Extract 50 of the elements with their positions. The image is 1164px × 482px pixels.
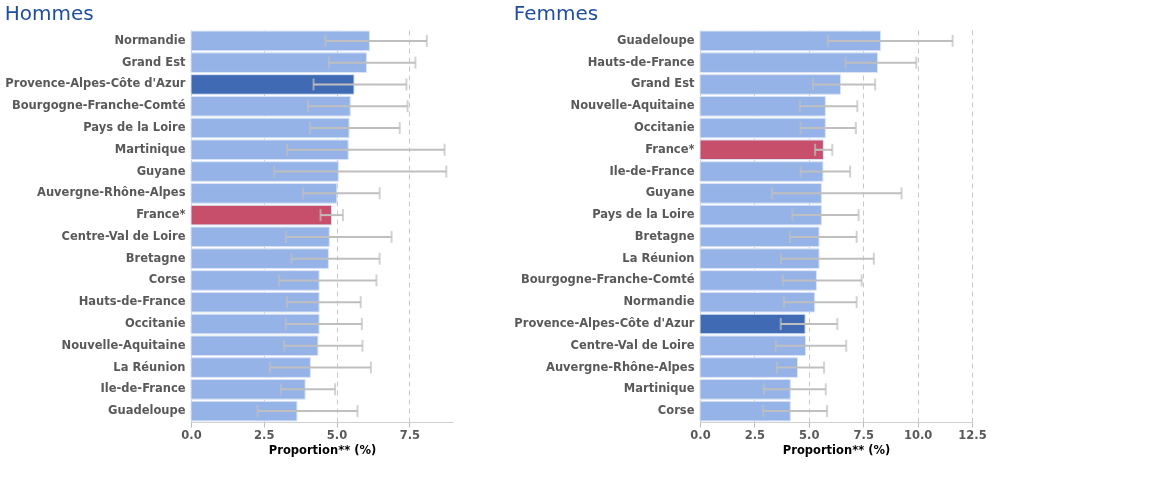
y-tick-label: Martinique xyxy=(623,381,695,396)
y-tick-label: Occitanie xyxy=(124,316,186,330)
y-tick-label: Ile-de-France xyxy=(100,381,186,396)
y-tick-label: Ile-de-France xyxy=(609,163,695,178)
y-tick-label: Centre-Val de Loire xyxy=(61,228,186,243)
x-tick-label: 0.0 xyxy=(181,427,202,442)
y-tick-label: Nouvelle-Aquitaine xyxy=(570,98,695,113)
y-tick-label: Guyane xyxy=(136,163,186,178)
y-tick-label: La Réunion xyxy=(113,359,186,374)
y-tick-label: Occitanie xyxy=(633,120,695,134)
y-tick-label: Bourgogne-Franche-Comté xyxy=(11,98,186,113)
y-tick-label: Guadeloupe xyxy=(617,32,695,47)
y-tick-label: Provence-Alpes-Côte d'Azur xyxy=(514,316,695,330)
x-tick-label: 7.5 xyxy=(853,427,874,442)
x-tick-label: 12.5 xyxy=(958,427,987,442)
y-tick-label: Normandie xyxy=(623,294,695,309)
x-tick-label: 10.0 xyxy=(903,427,933,442)
y-tick-label: Auvergne-Rhône-Alpes xyxy=(546,359,695,374)
y-tick-label: Grand Est xyxy=(122,54,186,69)
y-tick-label: La Réunion xyxy=(622,250,695,265)
y-tick-label: France* xyxy=(136,207,186,222)
y-tick-label: Grand Est xyxy=(631,76,695,91)
x-tick-label: 5.0 xyxy=(326,427,348,442)
y-tick-label: Bourgogne-Franche-Comté xyxy=(520,272,695,287)
y-tick-label: Corse xyxy=(657,403,695,418)
x-axis-title: Proportion** (%) xyxy=(782,443,891,457)
chart-title: Femmes xyxy=(513,1,599,25)
y-tick-label: Guadeloupe xyxy=(108,403,186,418)
y-tick-label: Martinique xyxy=(114,141,186,156)
y-tick-label: Centre-Val de Loire xyxy=(570,337,695,352)
chart-title: Hommes xyxy=(4,1,94,25)
y-tick-label: France* xyxy=(645,141,695,156)
y-tick-label: Guyane xyxy=(645,185,695,200)
x-tick-label: 2.5 xyxy=(254,427,275,442)
y-tick-label: Bretagne xyxy=(634,228,695,243)
y-tick-label: Normandie xyxy=(114,32,186,47)
y-tick-label: Hauts-de-France xyxy=(587,54,695,69)
y-tick-label: Provence-Alpes-Côte d'Azur xyxy=(5,76,186,91)
x-tick-label: 2.5 xyxy=(744,427,766,442)
x-tick-label: 7.5 xyxy=(399,427,421,442)
y-tick-label: Pays de la Loire xyxy=(592,207,695,222)
y-tick-label: Corse xyxy=(148,272,186,287)
y-tick-label: Auvergne-Rhône-Alpes xyxy=(37,185,186,200)
x-tick-label: 0.0 xyxy=(690,427,711,442)
x-axis-title: Proportion** (%) xyxy=(268,443,377,457)
x-tick-label: 5.0 xyxy=(799,427,820,442)
y-tick-label: Bretagne xyxy=(125,250,186,265)
y-tick-label: Hauts-de-France xyxy=(78,294,186,309)
y-tick-label: Nouvelle-Aquitaine xyxy=(61,337,186,352)
y-tick-label: Pays de la Loire xyxy=(83,120,186,134)
